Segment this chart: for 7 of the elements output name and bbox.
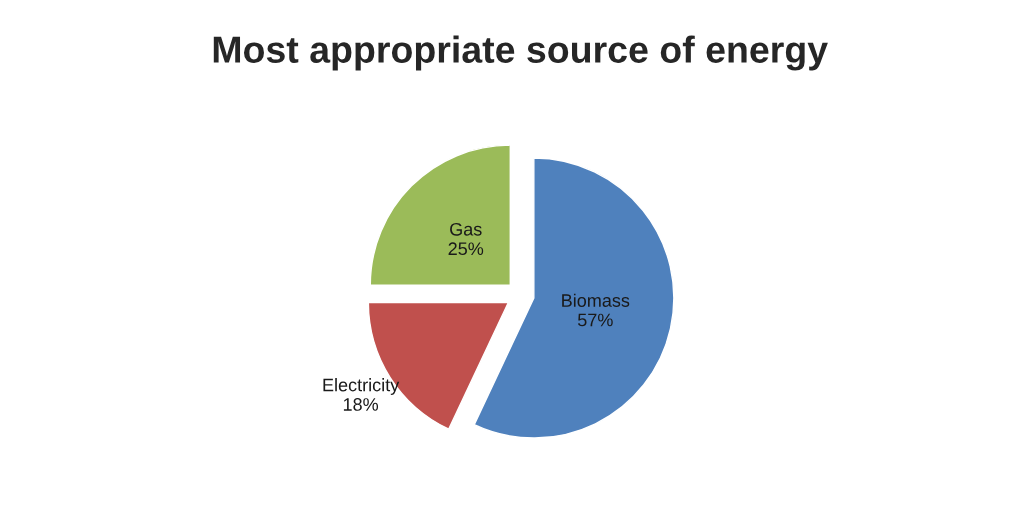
- slice-label: Electricity: [323, 378, 400, 395]
- data-label: 25%: [448, 242, 484, 256]
- slice-label: Gas: [450, 222, 482, 236]
- data-label: 18%: [343, 398, 379, 411]
- chart-title: Most appropriate source of energy: [213, 35, 828, 71]
- data-label: 57%: [577, 313, 613, 327]
- slice-label: Biomass: [562, 293, 630, 307]
